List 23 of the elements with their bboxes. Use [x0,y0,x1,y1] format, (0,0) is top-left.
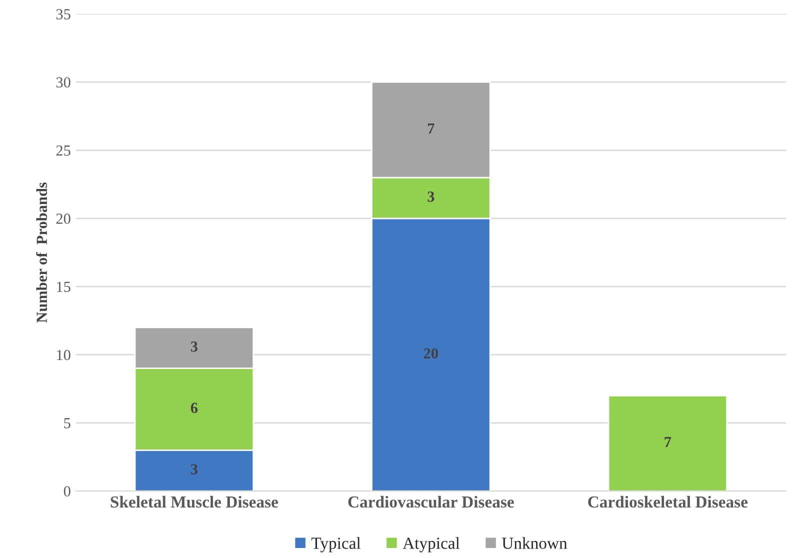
y-tick-label: 25 [56,145,70,156]
y-tick-label: 35 [56,9,70,20]
y-axis-title: Number of Probands [36,182,48,323]
data-label: 3 [190,464,198,474]
data-label: 6 [190,402,198,414]
data-label: 3 [428,192,434,202]
legend-label: Unknown [502,537,568,549]
y-tick-label: 10 [57,350,70,360]
y-tick-label: 30 [56,77,70,88]
x-tick-label: Cardiovascular Disease [348,496,514,508]
data-label: 7 [664,437,672,448]
x-tick-label: Skeletal Muscle Disease [110,496,278,508]
y-tick-label: 20 [56,214,70,224]
bar [608,394,728,492]
y-tick-label: 15 [57,282,70,292]
y-tick-label: 5 [64,418,70,428]
legend-label: Atypical [402,537,460,552]
data-label: 7 [428,123,434,134]
x-tick-label: Cardioskeletal Disease [588,496,748,508]
data-label: 3 [190,341,198,352]
legend-label: Typical [311,537,361,552]
y-tick-label: 0 [64,486,70,496]
data-label: 20 [424,348,438,359]
